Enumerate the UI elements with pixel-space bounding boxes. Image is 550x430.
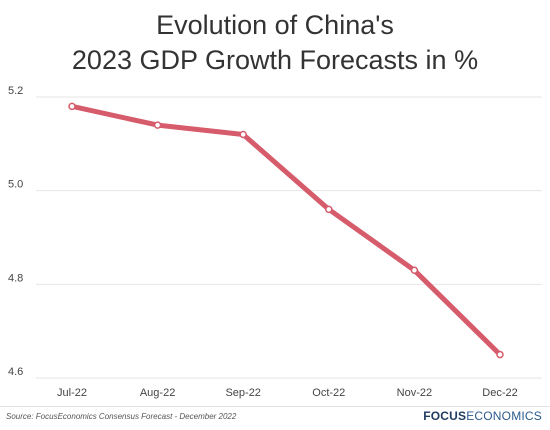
data-point[interactable] (496, 350, 504, 359)
y-tick-label: 5.2 (8, 85, 23, 97)
y-tick-label: 4.8 (8, 272, 23, 284)
series-line (69, 103, 503, 358)
brand-logo: FOCUSECONOMICS (423, 409, 542, 423)
x-tick-label: Jul-22 (57, 387, 87, 399)
data-point[interactable] (410, 266, 419, 275)
data-point[interactable] (68, 102, 76, 111)
source-note: Source: FocusEconomics Consensus Forecas… (6, 412, 237, 421)
y-axis-ticks: 4.6 4.8 5.0 5.2 (8, 85, 23, 378)
logo-part-economics: ECONOMICS (466, 409, 542, 423)
x-tick-label: Sep-22 (225, 387, 260, 399)
x-axis-ticks: Jul-22 Aug-22 Sep-22 Oct-22 Nov-22 Dec-22 (57, 387, 518, 399)
gridlines (36, 96, 542, 379)
series-group (68, 102, 504, 359)
chart-title-line2: 2023 GDP Growth Forecasts in % (71, 45, 479, 75)
data-point[interactable] (325, 205, 333, 214)
x-tick-label: Oct-22 (312, 387, 345, 399)
y-tick-label: 4.6 (8, 366, 23, 378)
x-tick-label: Nov-22 (397, 387, 432, 399)
chart-title: Evolution of China's 2023 GDP Growth For… (0, 8, 550, 78)
data-point[interactable] (153, 121, 162, 129)
x-tick-label: Aug-22 (140, 387, 175, 399)
data-point[interactable] (239, 130, 247, 139)
footer: Source: FocusEconomics Consensus Forecas… (0, 406, 550, 430)
x-tick-label: Dec-22 (482, 387, 517, 399)
logo-part-focus: FOCUS (423, 409, 467, 423)
chart-title-line1: Evolution of China's (156, 10, 394, 40)
y-tick-label: 5.0 (8, 179, 23, 191)
